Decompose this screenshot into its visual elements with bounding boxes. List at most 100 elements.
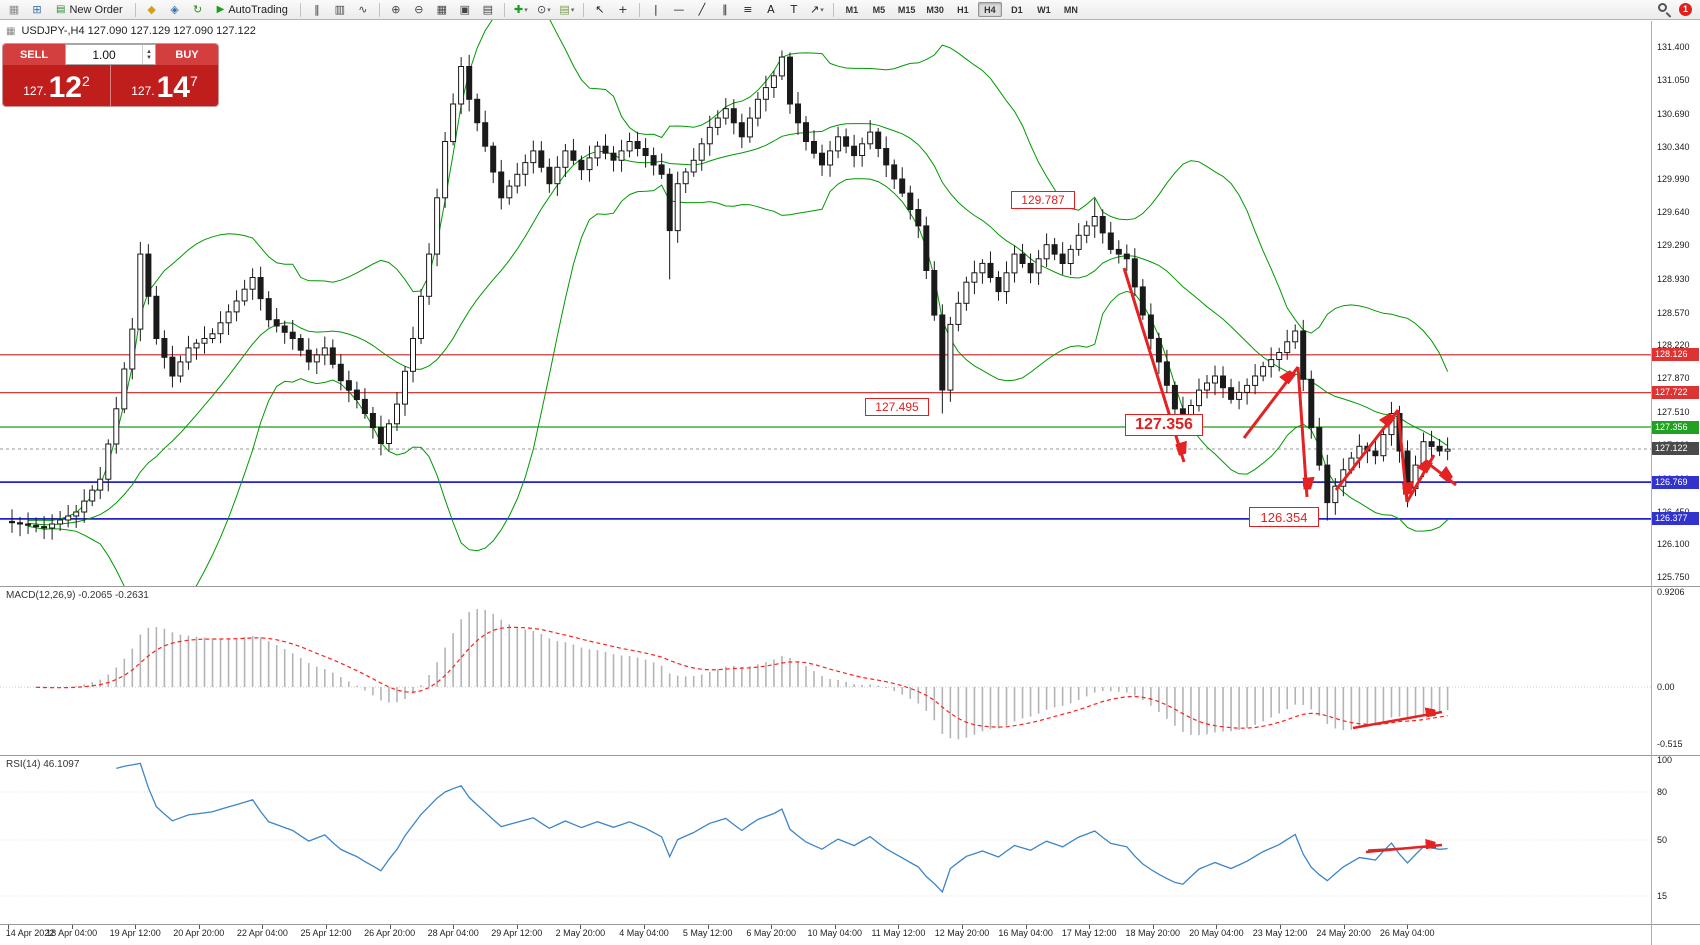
price-annotation[interactable]: 127.356: [1125, 414, 1203, 436]
indicators-icon[interactable]: ✚ ▾: [510, 2, 532, 18]
buy-button[interactable]: BUY: [156, 44, 218, 65]
price-annotation[interactable]: 129.787: [1011, 191, 1075, 209]
app-icon[interactable]: ▦: [3, 2, 25, 18]
price-axis-label: 128.930: [1657, 273, 1690, 284]
trendline-icon[interactable]: ╱: [691, 2, 713, 18]
macd-panel-chart[interactable]: [0, 587, 1652, 755]
periods-icon[interactable]: ⊙ ▾: [533, 2, 555, 18]
time-axis-tick: [1025, 925, 1027, 929]
price-axis-label: 131.050: [1657, 75, 1690, 86]
channel-icon[interactable]: ∥: [714, 2, 736, 18]
time-axis-label: 14 Apr 2022: [5, 928, 55, 938]
buy-price-button[interactable]: 127. 14 7: [111, 65, 218, 106]
cursor-icon[interactable]: ↖: [589, 2, 611, 18]
time-axis-label: 25 Apr 12:00: [300, 928, 352, 938]
time-axis-label: 29 Apr 12:00: [491, 928, 543, 938]
text-label-icon[interactable]: T: [783, 2, 805, 18]
timeframe-mn-button[interactable]: MN: [1063, 5, 1078, 15]
expert-advisors-icon[interactable]: ◆: [141, 2, 163, 18]
text-icon[interactable]: A: [760, 2, 782, 18]
dropdown-arrow-icon[interactable]: ▾: [547, 5, 551, 14]
price-annotation[interactable]: 126.354: [1249, 507, 1319, 527]
notification-badge[interactable]: 1: [1679, 3, 1692, 16]
price-tag-128.126: 128.126: [1652, 348, 1699, 362]
line-chart-icon[interactable]: ∿: [352, 2, 374, 18]
arrow-shapes-icon[interactable]: ↗ ▾: [806, 2, 828, 18]
stepper-down-icon[interactable]: ▼: [146, 54, 152, 61]
symbol-ohlc-line: ▦ USDJPY-,H4 127.090 127.129 127.090 127…: [6, 25, 256, 37]
autotrading-button[interactable]: ▶ AutoTrading: [210, 2, 295, 18]
timeframe-h4-button[interactable]: H4: [977, 2, 1002, 17]
time-axis-label: 22 Apr 04:00: [236, 928, 288, 938]
price-axis-label: 126.100: [1657, 539, 1690, 550]
horizontal-line-icon[interactable]: —: [668, 2, 690, 18]
price-axis-label: 127.870: [1657, 373, 1690, 384]
price-annotation[interactable]: 127.495: [865, 398, 929, 416]
timeframe-d1-button[interactable]: D1: [1011, 5, 1023, 15]
candles-layer: [9, 50, 1451, 540]
text-icon: A: [767, 3, 775, 16]
time-axis-tick: [1280, 925, 1281, 929]
sell-price-prefix: 127.: [23, 84, 47, 98]
volume-field: ▲ ▼: [65, 44, 156, 65]
templates-icon[interactable]: ▤ ▾: [556, 2, 578, 18]
new-order-icon: ▤: [56, 4, 66, 15]
arrange-windows-icon[interactable]: ▤: [477, 2, 499, 18]
macd-axis-label: 0.9206: [1657, 587, 1685, 597]
rsi-axis-label: 100: [1657, 755, 1673, 765]
timeframe-h1-button[interactable]: H1: [957, 5, 969, 15]
time-axis-label: 16 May 04:00: [998, 928, 1053, 938]
zoom-in-icon[interactable]: ⊕: [385, 2, 407, 18]
price-tag-127.722: 127.722: [1652, 386, 1699, 400]
timeframe-w1-button[interactable]: W1: [1037, 5, 1051, 15]
price-chart[interactable]: [0, 20, 1652, 586]
cascade-windows-icon[interactable]: ▣: [454, 2, 476, 18]
time-axis-label: 20 Apr 20:00: [173, 928, 225, 938]
crosshair-icon[interactable]: +: [612, 2, 634, 18]
data-window-icon[interactable]: ◈: [164, 2, 186, 18]
bar-chart-icon[interactable]: ‖: [306, 2, 328, 18]
fibonacci-icon[interactable]: ≡: [737, 2, 759, 18]
vertical-line-icon: |: [654, 3, 658, 16]
timeframe-m1-button[interactable]: M1: [845, 5, 859, 15]
sell-price-button[interactable]: 127. 12 2: [3, 65, 111, 106]
autotrading-play-icon: ▶: [216, 4, 225, 15]
vertical-line-icon[interactable]: |: [645, 2, 667, 18]
new-chart-icon: ⊞: [32, 3, 42, 16]
rsi-panel-chart[interactable]: [0, 756, 1652, 924]
new-order-button[interactable]: ▤ New Order: [49, 2, 130, 18]
time-axis-label: 26 May 04:00: [1379, 928, 1435, 938]
time-axis-label: 17 May 12:00: [1061, 928, 1117, 938]
sell-button[interactable]: SELL: [3, 44, 65, 65]
autotrading-button-label: AutoTrading: [228, 3, 288, 16]
zoom-out-icon[interactable]: ⊖: [408, 2, 430, 18]
panel-separator[interactable]: [0, 755, 1700, 756]
buy-price-prefix: 127.: [131, 84, 155, 98]
panel-separator[interactable]: [0, 586, 1700, 587]
dropdown-arrow-icon[interactable]: ▾: [524, 5, 528, 14]
price-axis-label: 125.750: [1657, 572, 1690, 583]
macd-axis-label: 0.00: [1657, 682, 1675, 692]
new-chart-icon[interactable]: ⊞: [26, 2, 48, 18]
timeframe-m5-button[interactable]: M5: [872, 5, 886, 15]
dropdown-arrow-icon[interactable]: ▾: [570, 5, 575, 14]
volume-input[interactable]: [66, 47, 142, 62]
candlestick-chart-icon[interactable]: ▥: [329, 2, 351, 18]
toolbar-separator: [638, 2, 640, 17]
tile-windows-icon[interactable]: ▦: [431, 2, 453, 18]
rsi-trend-arrow: [1365, 845, 1443, 854]
dropdown-arrow-icon[interactable]: ▾: [820, 5, 824, 14]
time-axis-label: 20 May 04:00: [1189, 928, 1244, 938]
toolbar-right-group: 1: [1658, 3, 1692, 18]
time-axis-tick: [1216, 925, 1218, 929]
stepper-up-icon[interactable]: ▲: [146, 48, 152, 55]
timeframe-m30-button[interactable]: M30: [926, 5, 944, 15]
search-icon[interactable]: [1658, 3, 1672, 18]
volume-stepper[interactable]: ▲ ▼: [142, 45, 155, 64]
refresh-icon[interactable]: ↻: [187, 2, 209, 18]
toolbar-separator: [378, 2, 380, 17]
periods-icon: ⊙: [537, 3, 547, 16]
time-axis-tick: [834, 925, 836, 929]
timeframe-m15-button[interactable]: M15: [897, 5, 916, 15]
